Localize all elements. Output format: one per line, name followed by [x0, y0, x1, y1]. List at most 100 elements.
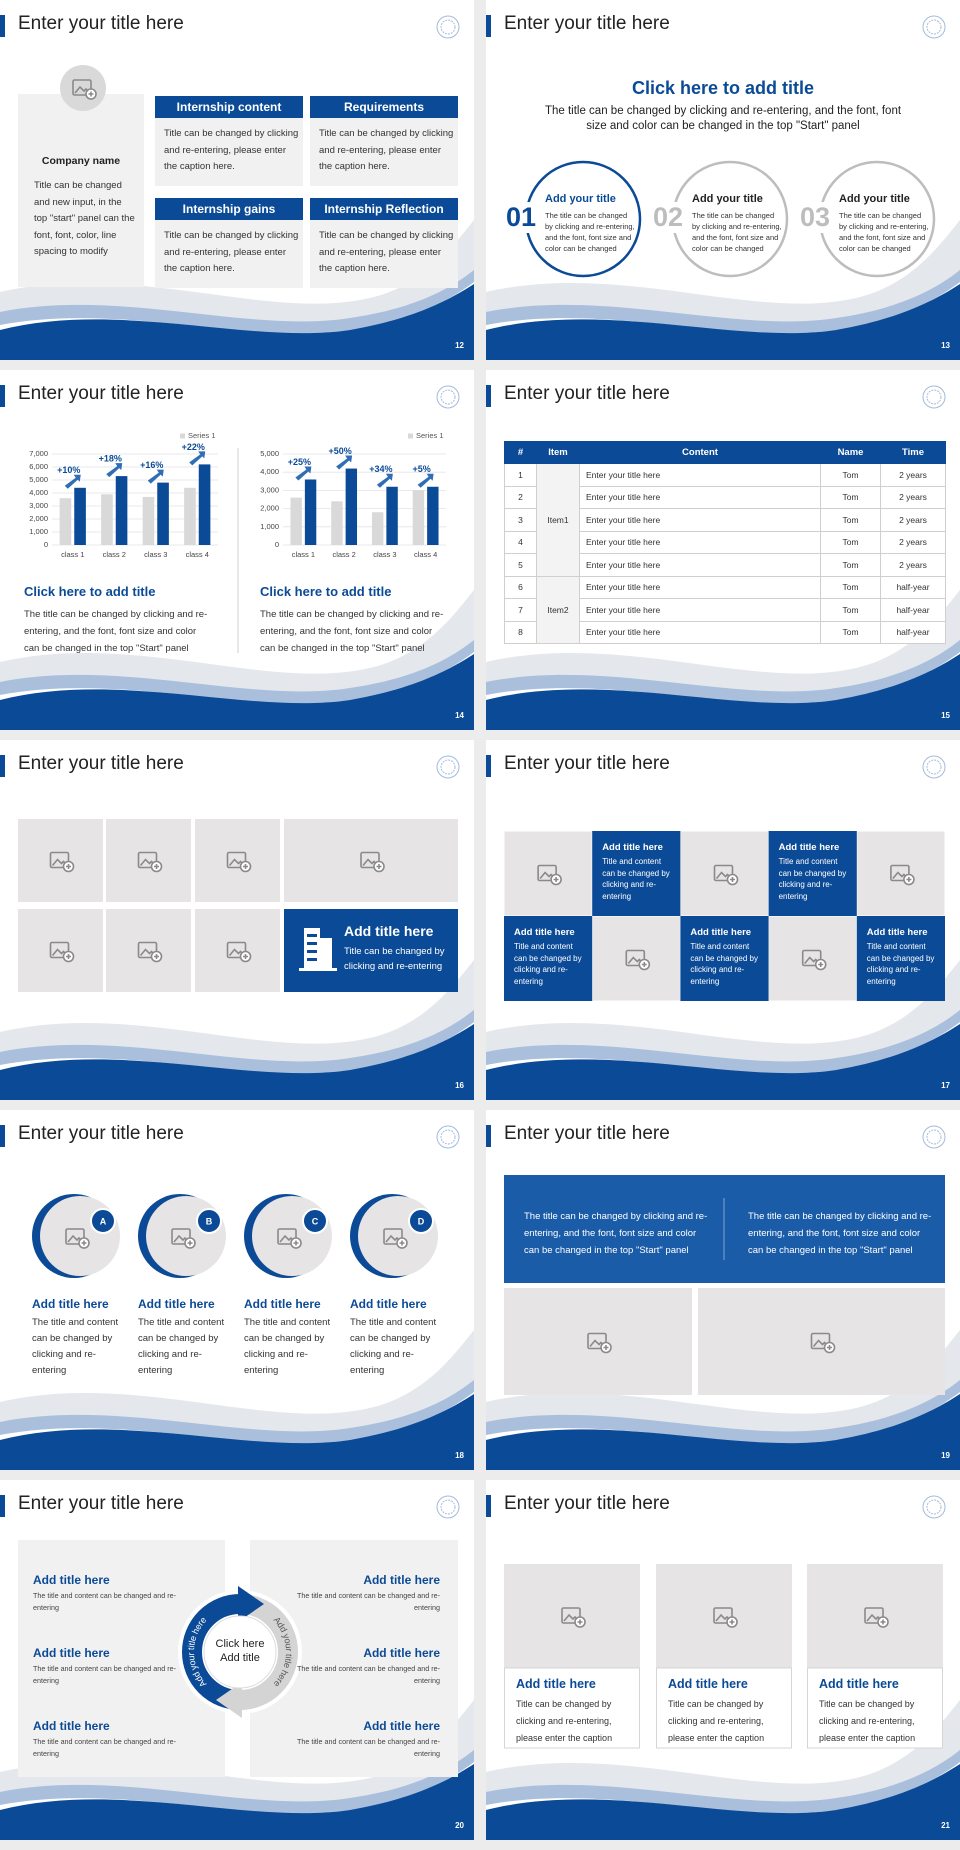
- box-body: [310, 220, 458, 288]
- row-number: 6: [504, 575, 537, 599]
- wave-accent: [0, 640, 474, 704]
- logo-inner: [440, 759, 456, 775]
- building-base: [299, 968, 337, 971]
- item-text: The title and content can be changed and…: [33, 1737, 177, 1758]
- logo-outer: [436, 1125, 460, 1149]
- icon-frame: [713, 864, 734, 882]
- header-cell: Time: [880, 441, 946, 464]
- card-body: [504, 1667, 640, 1749]
- content-cell: Enter your title here: [579, 463, 821, 487]
- logo-outer: [922, 385, 946, 409]
- logo-inner: [440, 389, 456, 405]
- row-number: 8: [504, 620, 537, 644]
- y-tick-label: 6,000: [29, 462, 48, 471]
- header-cell: Item: [536, 441, 580, 464]
- name-cell: Tom: [820, 485, 881, 509]
- title-accent: [486, 385, 491, 407]
- image-placeholder: [807, 1564, 943, 1668]
- badge-letter: A: [100, 1216, 107, 1226]
- wave-accent: [0, 1380, 474, 1444]
- table-row: 5 Enter your title here Tom 2 years: [504, 553, 946, 577]
- wave-accent: [486, 1380, 960, 1444]
- image-placeholder: [769, 916, 857, 1001]
- card-body: [807, 1667, 943, 1749]
- wave-accent: [0, 270, 474, 334]
- icon-frame: [49, 851, 70, 869]
- name-cell: Tom: [820, 463, 881, 487]
- slide-title: Enter your title here: [504, 1123, 670, 1144]
- item-number: 01: [505, 202, 538, 233]
- wave-light: [486, 960, 960, 1071]
- box-header: [155, 96, 303, 118]
- item-text: The title and content can be changed by …: [138, 1317, 225, 1376]
- growth-label: +34%: [369, 464, 392, 474]
- y-tick-label: 1,000: [29, 527, 48, 536]
- bar: [157, 482, 169, 545]
- banner-text: The title can be changed by clicking and…: [748, 1211, 932, 1256]
- arrow-gray: [216, 1682, 242, 1718]
- wave-light: [0, 220, 474, 331]
- image-icon: [810, 1332, 836, 1354]
- box-header: [310, 96, 458, 118]
- section-text: The title can be changed by clicking and…: [260, 609, 444, 654]
- y-tick-label: 4,000: [260, 467, 279, 476]
- image-icon: [713, 1607, 738, 1628]
- ring-center: [203, 1615, 277, 1689]
- header-cell: Name: [820, 441, 881, 464]
- logo-outer: [436, 15, 460, 39]
- box-heading: Internship Reflection: [324, 202, 444, 216]
- wave-main: [486, 654, 960, 730]
- banner-text: The title can be changed by clicking and…: [524, 1211, 708, 1256]
- badge-letter: D: [418, 1216, 425, 1226]
- image-icon: [72, 79, 97, 100]
- item-heading: Add title here: [138, 1297, 215, 1311]
- title-accent: [486, 15, 491, 37]
- wave-light: [486, 220, 960, 331]
- item-text: The title and content can be changed and…: [296, 1664, 440, 1685]
- box-text: Title can be changed by clicking and re-…: [164, 230, 299, 274]
- image-icon: [277, 1228, 302, 1249]
- y-tick-label: 2,000: [260, 504, 279, 513]
- badge: [90, 1208, 116, 1234]
- wave-light: [0, 960, 474, 1071]
- item-text: The title can be changed by clicking and…: [545, 211, 635, 253]
- table-row: 7 Enter your title here Tom half-year: [504, 598, 946, 622]
- card-heading: Add title here: [668, 1677, 748, 1691]
- box-heading: Internship gains: [182, 202, 276, 216]
- icon-plus: [243, 954, 248, 959]
- time-cell: 2 years: [880, 485, 946, 509]
- wave-light: [0, 1330, 474, 1441]
- card-heading: Add title here: [514, 927, 575, 938]
- y-tick-label: 3,000: [260, 485, 279, 494]
- logo-inner: [926, 1499, 942, 1515]
- icon-plus: [154, 954, 159, 959]
- header-cell: Content: [579, 441, 821, 464]
- image-placeholder: [680, 831, 769, 916]
- image-icon: [226, 941, 252, 963]
- image-icon: [801, 949, 827, 971]
- x-tick-label: class 1: [61, 550, 84, 559]
- time-cell: 2 years: [880, 530, 946, 554]
- item-number: 03: [799, 202, 832, 233]
- growth-label: +22%: [182, 442, 205, 452]
- legend-label: Series 1: [416, 431, 444, 440]
- slide-graphics: A B C D: [0, 1125, 474, 1470]
- x-tick-label: class 4: [414, 550, 437, 559]
- badge-letter: B: [206, 1216, 213, 1226]
- feature-heading: Add title here: [344, 923, 434, 939]
- legend-label: Series 1: [188, 431, 216, 440]
- item-heading: Add title here: [363, 1573, 440, 1587]
- time-cell: 2 years: [880, 508, 946, 532]
- logo-outer: [922, 15, 946, 39]
- slide-graphics: [486, 1495, 960, 1840]
- wave-main: [0, 654, 474, 730]
- data-table: # Item Content Name Time 1 Item1 Enter your tit…: [504, 441, 946, 644]
- time-cell: half-year: [880, 575, 946, 599]
- icon-frame: [72, 79, 92, 96]
- icon-frame: [65, 1228, 85, 1245]
- card-text: Title can be changed by clicking and re-…: [819, 1699, 916, 1743]
- card: [680, 916, 769, 1001]
- card-body: [656, 1667, 792, 1749]
- title-accent: [486, 1125, 491, 1147]
- logo-outer: [436, 1495, 460, 1519]
